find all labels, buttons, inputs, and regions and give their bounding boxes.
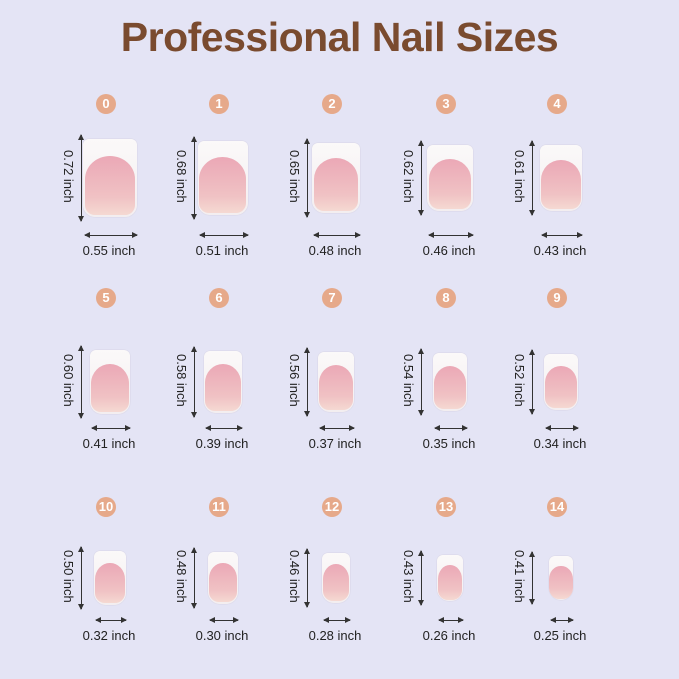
width-label: 0.37 inch [308, 436, 362, 451]
length-arrow-icon [78, 344, 84, 420]
size-number-badge: 14 [547, 497, 567, 517]
width-arrow-icon [545, 425, 579, 431]
length-label: 0.58 inch [174, 354, 189, 407]
length-label: 0.48 inch [174, 550, 189, 603]
length-arrow-icon [191, 136, 197, 221]
width-arrow-icon [84, 232, 138, 238]
width-arrow-icon [318, 425, 356, 431]
length-arrow-icon [529, 550, 535, 606]
nail-image [94, 551, 126, 605]
size-number-badge: 2 [322, 94, 342, 114]
width-arrow-icon [313, 232, 361, 238]
length-arrow-icon [418, 549, 424, 607]
length-label: 0.72 inch [61, 150, 76, 203]
length-arrow-icon [78, 134, 84, 222]
width-label: 0.26 inch [422, 628, 476, 643]
nail-image [437, 554, 463, 602]
nail-image [539, 145, 583, 211]
size-number-badge: 3 [436, 94, 456, 114]
nail-image [317, 351, 355, 413]
length-arrow-icon [304, 346, 310, 418]
width-label: 0.28 inch [308, 628, 362, 643]
size-number-badge: 9 [547, 288, 567, 308]
nail-image [89, 349, 131, 415]
width-label: 0.46 inch [422, 243, 476, 258]
width-label: 0.34 inch [533, 436, 587, 451]
size-number-badge: 13 [436, 497, 456, 517]
page-title: Professional Nail Sizes [120, 14, 559, 60]
width-arrow-icon [199, 232, 249, 238]
size-number-badge: 12 [322, 497, 342, 517]
length-label: 0.61 inch [512, 150, 527, 203]
nail-image [83, 139, 137, 217]
length-label: 0.46 inch [287, 550, 302, 603]
width-arrow-icon [95, 617, 128, 623]
length-label: 0.43 inch [401, 550, 416, 603]
width-arrow-icon [209, 617, 240, 623]
length-label: 0.62 inch [401, 150, 416, 203]
width-label: 0.30 inch [195, 628, 249, 643]
nail-image [312, 142, 360, 214]
nail-image [203, 350, 243, 414]
width-arrow-icon [438, 617, 465, 623]
size-number-badge: 6 [209, 288, 229, 308]
width-arrow-icon [204, 425, 244, 431]
length-arrow-icon [78, 546, 84, 610]
length-label: 0.65 inch [287, 150, 302, 203]
length-arrow-icon [418, 347, 424, 417]
length-label: 0.68 inch [174, 150, 189, 203]
nail-image [432, 352, 468, 412]
width-label: 0.39 inch [195, 436, 249, 451]
length-label: 0.54 inch [401, 354, 416, 407]
nail-image [208, 552, 238, 604]
width-label: 0.41 inch [82, 436, 136, 451]
length-label: 0.41 inch [512, 550, 527, 603]
size-number-badge: 11 [209, 497, 229, 517]
width-arrow-icon [323, 617, 352, 623]
width-arrow-icon [90, 425, 132, 431]
width-arrow-icon [549, 617, 574, 623]
width-label: 0.25 inch [533, 628, 587, 643]
width-arrow-icon [428, 232, 474, 238]
length-arrow-icon [191, 547, 197, 609]
length-arrow-icon [304, 137, 310, 219]
nail-image [544, 353, 578, 411]
size-number-badge: 1 [209, 94, 229, 114]
width-label: 0.55 inch [82, 243, 136, 258]
width-label: 0.51 inch [195, 243, 249, 258]
length-arrow-icon [529, 140, 535, 216]
size-number-badge: 0 [96, 94, 116, 114]
length-arrow-icon [191, 345, 197, 418]
width-label: 0.32 inch [82, 628, 136, 643]
size-number-badge: 8 [436, 288, 456, 308]
size-number-badge: 5 [96, 288, 116, 308]
width-label: 0.43 inch [533, 243, 587, 258]
size-number-badge: 10 [96, 497, 116, 517]
length-arrow-icon [529, 348, 535, 416]
nail-image [322, 553, 350, 603]
width-arrow-icon [540, 232, 584, 238]
width-label: 0.48 inch [308, 243, 362, 258]
length-arrow-icon [304, 548, 310, 608]
size-number-badge: 4 [547, 94, 567, 114]
nail-image [427, 144, 473, 212]
length-label: 0.52 inch [512, 354, 527, 407]
length-label: 0.60 inch [61, 354, 76, 407]
width-label: 0.35 inch [422, 436, 476, 451]
length-label: 0.50 inch [61, 550, 76, 603]
nail-image [548, 555, 574, 601]
length-label: 0.56 inch [287, 354, 302, 407]
length-arrow-icon [418, 139, 424, 217]
width-arrow-icon [433, 425, 469, 431]
nail-image [198, 141, 248, 215]
size-number-badge: 7 [322, 288, 342, 308]
